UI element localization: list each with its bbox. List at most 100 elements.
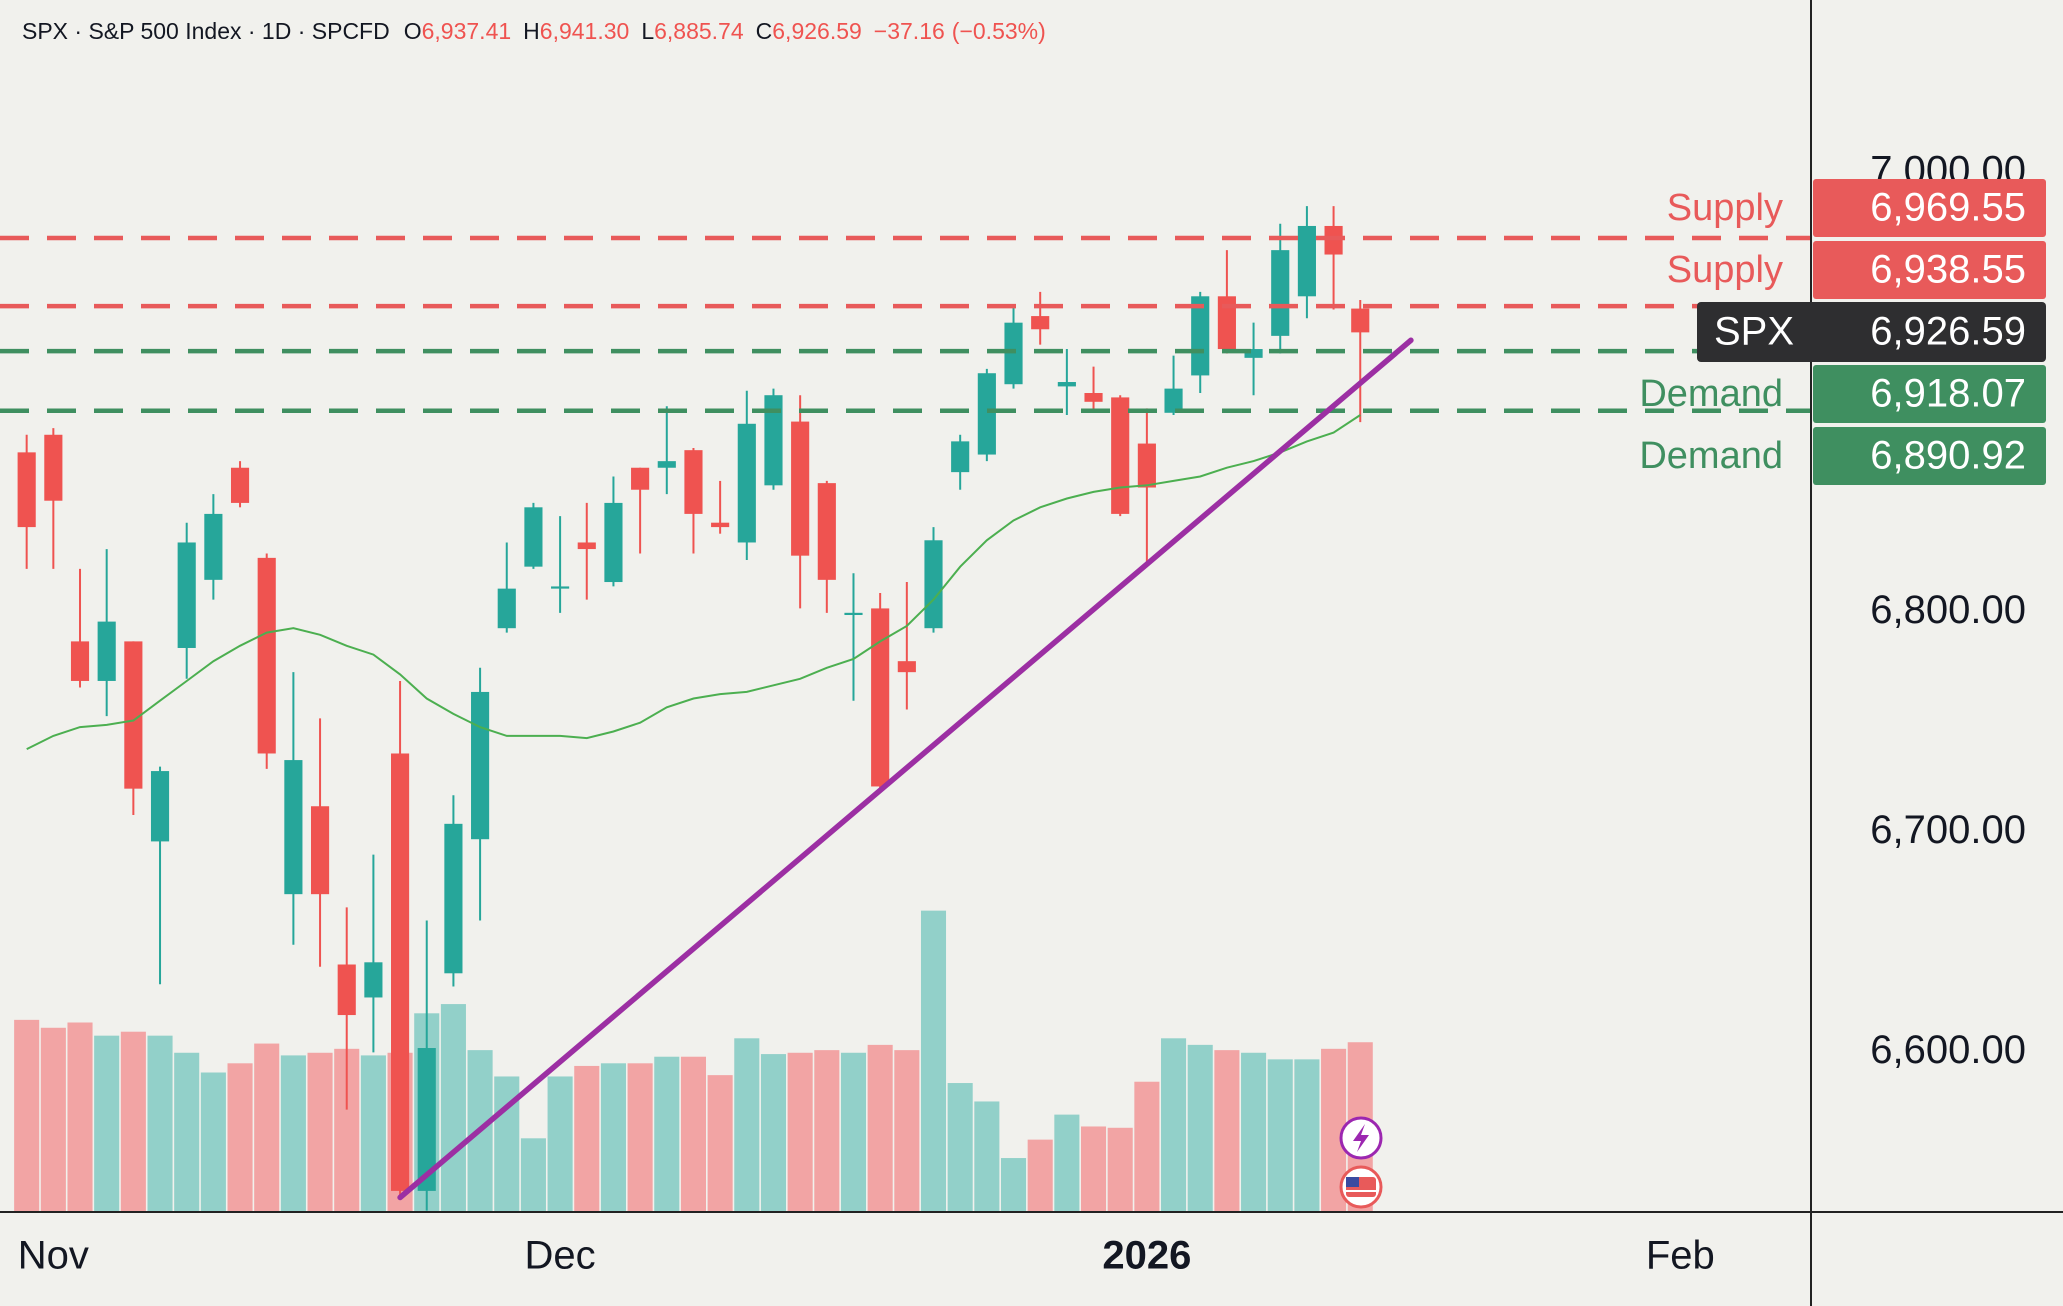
- y-tick-label: 6,600.00: [1870, 1028, 2026, 1072]
- ohlc-key: C: [756, 18, 773, 44]
- overlay-layer: [0, 235, 1811, 1201]
- volume-bar: [1054, 1114, 1080, 1212]
- y-tick-label: 6,800.00: [1870, 588, 2026, 632]
- candle-body: [1191, 296, 1210, 376]
- last-price-box: [1697, 302, 2046, 362]
- volume-bar: [654, 1056, 680, 1212]
- flag-canton: [1346, 1177, 1359, 1187]
- candle-body: [70, 641, 90, 681]
- level-name: Supply: [1667, 187, 1783, 229]
- candle-body: [257, 557, 276, 754]
- candle-body: [897, 661, 916, 673]
- volume-bar: [1161, 1038, 1187, 1212]
- ohlc-value: 6,937.41: [422, 18, 512, 44]
- candle-body: [764, 395, 783, 486]
- candle-body: [97, 621, 116, 681]
- volume-bar: [174, 1052, 200, 1212]
- price-label: 6,890.92: [1870, 434, 2026, 478]
- candle-body: [1164, 388, 1183, 413]
- level-price-box: [1813, 427, 2046, 485]
- volume-bar: [814, 1050, 840, 1212]
- candle-body: [1031, 316, 1050, 330]
- volume-bar: [120, 1031, 146, 1212]
- candle-body: [844, 612, 863, 616]
- volume-bar: [1134, 1081, 1160, 1212]
- candle-body: [44, 434, 63, 501]
- candle-body: [977, 373, 996, 455]
- candle-body: [1271, 250, 1290, 336]
- candle-body: [684, 450, 703, 514]
- moving-average: [26, 414, 1361, 750]
- candle-body: [310, 806, 330, 895]
- volume-bar: [787, 1052, 813, 1212]
- candle-body: [337, 964, 356, 1016]
- candle-body: [524, 507, 543, 567]
- lightning-glyph: [1353, 1124, 1369, 1152]
- volume-bar: [67, 1022, 93, 1212]
- candle-body: [577, 542, 596, 550]
- legend-header: SPX · S&P 500 Index · 1D · SPCFD O6,937.4…: [22, 18, 1046, 44]
- price-label: 6,926.59: [1870, 310, 2026, 354]
- candle-body: [604, 502, 623, 583]
- candle-body: [1084, 393, 1103, 402]
- y-tick-label: 6,700.00: [1870, 808, 2026, 852]
- volume-bar: [1294, 1059, 1320, 1212]
- trend-line: [397, 337, 1414, 1201]
- volume-layer: [14, 910, 1373, 1212]
- candle-body: [1244, 349, 1263, 358]
- candle-body: [631, 467, 650, 490]
- candle-body: [791, 421, 810, 556]
- candle-body: [1297, 225, 1316, 297]
- candle-body: [817, 483, 836, 580]
- candle-body: [551, 586, 570, 589]
- volume-bar: [867, 1044, 893, 1212]
- volume-bar: [147, 1035, 173, 1212]
- level-name: Supply: [1667, 249, 1783, 291]
- level-name: Demand: [1639, 373, 1783, 415]
- change-pct: (−0.53%): [952, 18, 1046, 44]
- candle-body: [1324, 225, 1343, 255]
- candle-body: [417, 1048, 436, 1191]
- ohlc-value: 6,926.59: [772, 18, 862, 44]
- volume-bar: [360, 1055, 386, 1212]
- candle-body: [657, 461, 676, 468]
- volume-bar: [574, 1065, 600, 1212]
- candle-body: [871, 608, 890, 787]
- volume-bar: [307, 1052, 333, 1212]
- candle-body: [1137, 443, 1156, 488]
- volume-bar: [94, 1035, 120, 1212]
- candle-body: [924, 540, 943, 629]
- event-icons[interactable]: [1339, 1116, 1383, 1209]
- candle-body: [951, 441, 970, 473]
- candle-body: [1351, 308, 1370, 333]
- volume-bar: [1241, 1052, 1267, 1212]
- candle-body: [1057, 382, 1076, 387]
- candle-body: [17, 452, 36, 528]
- candle-body: [1004, 322, 1023, 385]
- volume-bar: [707, 1075, 733, 1212]
- volume-bar: [1000, 1158, 1027, 1212]
- candle-body: [391, 753, 410, 1191]
- symbol: SPX · S&P 500 Index · 1D · SPCFD: [22, 18, 390, 44]
- volume-bar: [947, 1083, 973, 1212]
- x-tick-label: 2026: [1102, 1234, 1191, 1278]
- candle-body: [737, 423, 756, 543]
- level-price-box: [1813, 365, 2046, 423]
- volume-bar: [1187, 1044, 1213, 1212]
- ohlc-key: O: [404, 18, 422, 44]
- price-label: 6,918.07: [1870, 372, 2026, 416]
- candle-body: [497, 588, 516, 629]
- candle-layer: [17, 206, 1370, 1211]
- candle-body: [1111, 397, 1130, 514]
- candle-body: [177, 542, 196, 648]
- volume-bar: [840, 1052, 867, 1212]
- volume-bar: [734, 1038, 760, 1212]
- volume-bar: [1107, 1127, 1133, 1212]
- volume-bar: [440, 1004, 466, 1212]
- volume-bar: [14, 1019, 40, 1212]
- candle-body: [471, 691, 490, 840]
- volume-bar: [760, 1054, 787, 1212]
